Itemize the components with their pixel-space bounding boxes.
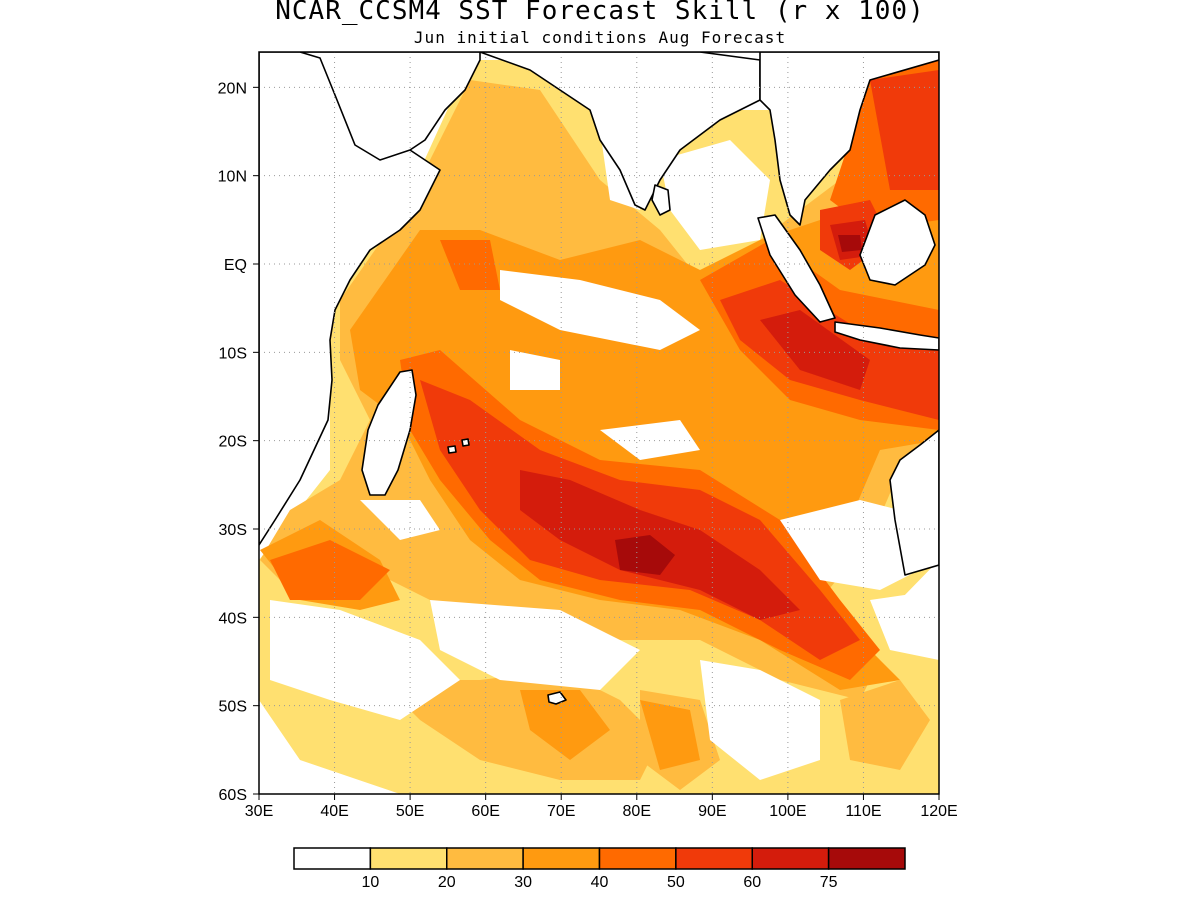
lat-tick-label: 20N [218,80,247,97]
lat-tick-label: 50S [219,699,247,716]
sri-lanka [651,184,671,216]
lat-tick-label: 30S [219,522,247,539]
se-asia-mainland [759,52,939,226]
colorbar-level-label: 10 [361,874,379,891]
lon-tick-label: 80E [623,803,651,820]
lat-tick-label: 40S [219,610,247,627]
colorbar: 10 20 30 40 50 60 75 [293,847,906,891]
sumatra [757,214,836,323]
map-title: NCAR_CCSM4 SST Forecast Skill (r x 100) [275,0,925,26]
colorbar-swatch [369,847,448,870]
lat-tick-label: EQ [224,257,247,274]
colorbar-level-label: 40 [591,874,609,891]
colorbar-swatch [446,847,524,870]
colorbar-swatch [598,847,677,870]
longitude-axis: 30E 40E 50E 60E 70E 80E 90E 100E 110E 120E [245,794,958,820]
colorbar-swatch [675,847,753,870]
colorbar-swatch [751,847,830,870]
lon-tick-label: 110E [845,803,881,820]
latitude-axis: 20N 10N EQ 10S 20S 30S 40S 50S 60S [218,80,259,804]
lat-tick-label: 10N [218,169,247,186]
colorbar-level-label: 50 [667,874,685,891]
borneo [859,199,936,286]
colorbar-level-label: 75 [820,874,838,891]
reunion [461,438,470,447]
lat-tick-label: 60S [219,787,247,804]
lat-tick-label: 20S [219,434,247,451]
map-subtitle: Jun initial conditions Aug Forecast [413,28,787,47]
lat-tick-label: 10S [219,345,247,362]
lon-tick-label: 70E [547,803,575,820]
mauritius [447,445,457,454]
madagascar [361,369,417,496]
lon-tick-label: 30E [245,803,273,820]
lon-tick-label: 90E [698,803,726,820]
lon-tick-label: 100E [769,803,806,820]
colorbar-swatch [293,847,372,870]
lon-tick-label: 50E [396,803,424,820]
lon-tick-label: 60E [471,803,499,820]
colorbar-level-label: 30 [514,874,532,891]
colorbar-level-label: 20 [438,874,456,891]
plot-frame [258,51,940,795]
colorbar-swatch [522,847,601,870]
java [834,321,939,351]
lon-tick-label: 120E [920,803,957,820]
colorbar-swatch [827,847,906,870]
colorbar-level-label: 60 [743,874,761,891]
gridlines [259,52,939,794]
australia [889,429,939,576]
lon-tick-label: 40E [320,803,348,820]
